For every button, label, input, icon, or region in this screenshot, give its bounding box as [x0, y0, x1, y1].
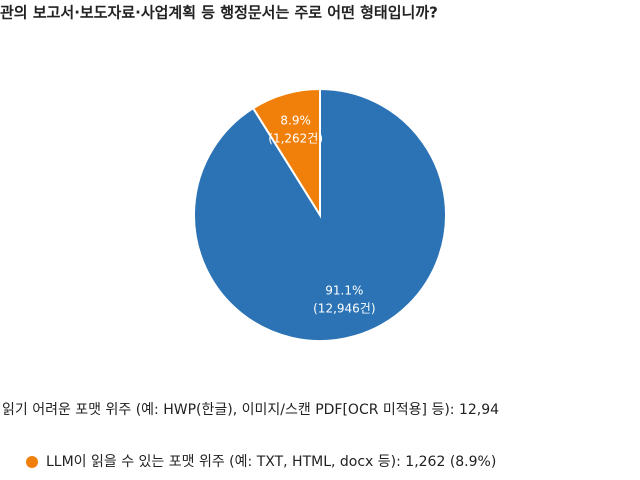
slice-count-label: (1,262건) — [268, 132, 323, 146]
chart-title: 관의 보고서·보도자료·사업계획 등 행정문서는 주로 어떤 형태입니까? — [0, 4, 438, 22]
slice-percent-label: 8.9% — [280, 114, 311, 128]
slice-count-label: (12,946건) — [313, 301, 375, 315]
pie-slice — [251, 87, 321, 219]
legend-label: LLM이 읽을 수 있는 포맷 위주 (예: TXT, HTML, docx 등… — [46, 454, 496, 470]
legend-label: 읽기 어려운 포맷 위주 (예: HWP(한글), 이미지/스캔 PDF[OCR… — [2, 402, 499, 418]
slice-percent-label: 91.1% — [325, 283, 363, 297]
legend-marker — [26, 456, 38, 468]
